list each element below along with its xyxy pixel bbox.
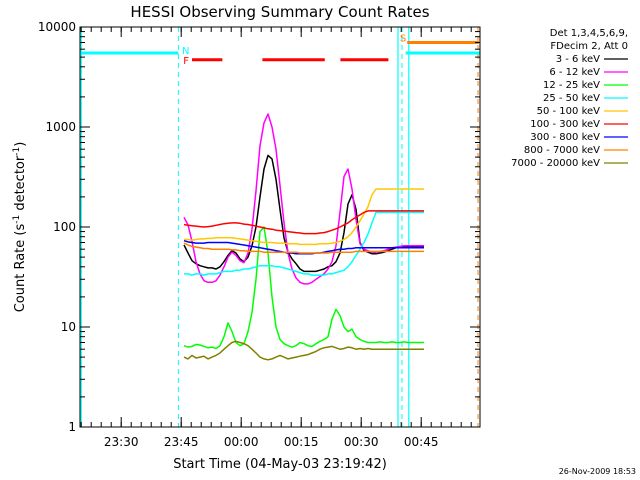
y-axis-label-mid: detector: [13, 155, 28, 215]
x-tick-label: 00:30: [344, 435, 379, 449]
series-line-12-25-kev: [183, 226, 424, 350]
legend-label-7000-20000-kev: 7000 - 20000 keV: [511, 158, 600, 169]
annotation-layer: NF S: [80, 27, 480, 427]
y-axis-label: Count Rate (s-1 detector-1): [12, 142, 28, 313]
x-tick-label: 00:15: [284, 435, 319, 449]
series-line-50-100-kev: [184, 188, 424, 246]
legend-label-3-6-kev: 3 - 6 keV: [556, 54, 600, 65]
y-tick-label: 100: [53, 220, 76, 234]
y-tick-label: 1: [68, 420, 76, 434]
y-axis-label-close: ): [13, 142, 28, 147]
footer-timestamp: 26-Nov-2009 18:53: [559, 467, 636, 476]
series-line-3-6-kev: [183, 154, 424, 273]
chart-title: HESSI Observing Summary Count Rates: [130, 3, 429, 21]
x-axis-label: Start Time (04-May-03 23:19:42): [173, 457, 387, 472]
series-line-7000-20000-kev: [183, 340, 424, 361]
legend-label-25-50-kev: 25 - 50 keV: [543, 93, 600, 104]
legend-label-100-300-kev: 100 - 300 keV: [530, 119, 600, 130]
legend-header-line-2: FDecim 2, Att 0: [550, 41, 628, 52]
x-tick-label: 23:30: [104, 435, 139, 449]
legend-label-800-7000-kev: 800 - 7000 keV: [524, 145, 600, 156]
saa-label: S: [400, 33, 406, 44]
series-line-800-7000-kev: [183, 242, 424, 254]
series-layer: [183, 113, 424, 361]
legend-header-line-1: Det 1,3,4,5,6,9,: [550, 28, 628, 39]
night-label: N: [182, 46, 189, 57]
series-line-6-12-kev: [183, 113, 424, 285]
legend-label-50-100-kev: 50 - 100 keV: [537, 106, 601, 117]
x-tick-label: 00:45: [404, 435, 439, 449]
legend-label-12-25-kev: 12 - 25 keV: [543, 80, 600, 91]
y-tick-label: 10000: [38, 20, 76, 34]
axes: 1 10 100 1000 10000 23:30 23:45 00:00 00:15 00:30…: [38, 20, 481, 449]
legend: Det 1,3,4,5,6,9, FDecim 2, Att 0 3 - 6 k…: [511, 28, 628, 169]
series-line-300-800-kev: [183, 239, 424, 255]
y-axis-label-sup: -1: [12, 215, 22, 224]
legend-label-300-800-kev: 300 - 800 keV: [530, 132, 600, 143]
x-tick-label: 00:00: [224, 435, 259, 449]
y-tick-label: 1000: [45, 120, 76, 134]
y-axis-label-main: Count Rate (s: [13, 224, 28, 313]
flare-label: F: [183, 56, 189, 67]
series-line-100-300-kev: [183, 210, 424, 235]
x-tick-label: 23:45: [164, 435, 199, 449]
legend-label-6-12-kev: 6 - 12 keV: [549, 67, 600, 78]
plot-frame: [79, 26, 481, 428]
series-line-25-50-kev: [184, 211, 424, 276]
y-tick-label: 10: [61, 320, 76, 334]
y-axis-label-sup-2: -1: [12, 147, 22, 156]
